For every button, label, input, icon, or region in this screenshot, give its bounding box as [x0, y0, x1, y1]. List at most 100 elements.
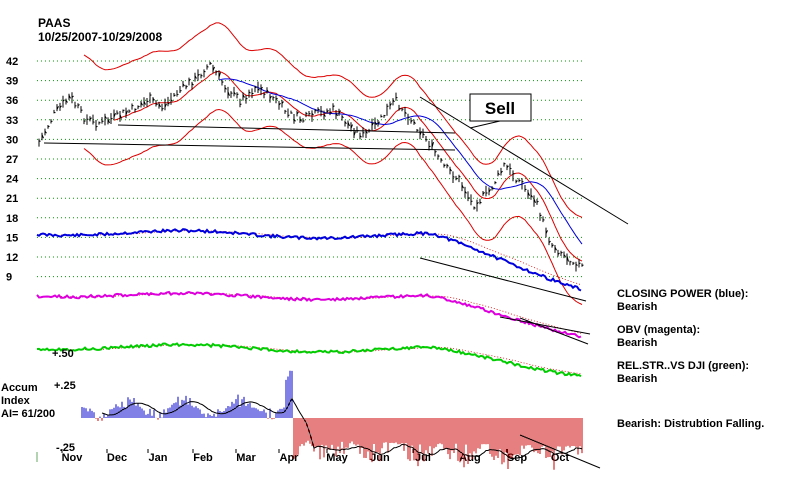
price-bar-tick — [548, 240, 551, 244]
price-bar-tick — [119, 114, 122, 119]
price-bar-tick — [467, 197, 470, 200]
obv-moving-average — [60, 292, 582, 334]
price-bar-tick — [452, 176, 455, 178]
price-bar-tick — [356, 129, 359, 132]
price-bar-tick — [530, 194, 533, 198]
price-bar-tick — [515, 180, 518, 183]
price-bar-tick — [170, 99, 173, 102]
accum-status: Bearish: Distrubtion Falling. — [617, 418, 765, 430]
price-bar-tick — [269, 95, 272, 99]
price-bar-tick — [152, 98, 155, 101]
price-bar-tick — [392, 99, 395, 103]
price-bar-tick — [338, 110, 341, 114]
price-bar-tick — [476, 202, 479, 205]
price-bar-tick — [68, 95, 71, 99]
y-tick-label: 12 — [6, 252, 18, 264]
price-bar-tick — [62, 99, 65, 102]
price-bar-tick — [65, 100, 68, 103]
obv-status: Bearish — [617, 337, 658, 349]
price-bar-tick — [110, 117, 113, 120]
price-bar-tick — [344, 121, 347, 124]
price-bar-tick — [281, 101, 284, 104]
price-bar-tick — [104, 115, 107, 119]
price-bar-tick — [191, 83, 194, 86]
price-bar-tick — [329, 111, 332, 114]
price-bar-tick — [455, 177, 458, 180]
price-bar-tick — [242, 94, 245, 98]
price-bar-tick — [236, 93, 239, 96]
price-bar-tick — [560, 251, 563, 254]
price-bar-tick — [161, 107, 164, 110]
price-bar-tick — [296, 111, 299, 115]
price-bar-tick — [107, 118, 110, 124]
accum-upper-level: +.25 — [54, 380, 76, 392]
price-bar-tick — [398, 107, 401, 110]
rel-str-level-label: +.50 — [52, 348, 74, 360]
x-tick-label: Jan — [149, 452, 168, 464]
y-tick-label: 33 — [6, 115, 18, 127]
price-bar-tick — [389, 103, 392, 107]
price-bar-tick — [71, 95, 74, 98]
price-bar-tick — [179, 90, 182, 92]
price-bar-tick — [194, 75, 197, 79]
x-tick-label: May — [326, 452, 348, 464]
price-bar-tick — [527, 191, 530, 196]
rel-str-line — [36, 342, 582, 378]
price-bar-tick — [317, 108, 320, 111]
price-bar-tick — [227, 91, 230, 96]
price-bar-tick — [47, 125, 50, 128]
price-bar-tick — [59, 105, 62, 108]
price-bar-tick — [488, 189, 491, 193]
price-bar-tick — [230, 92, 233, 94]
price-bar-tick — [413, 121, 416, 124]
price-bar-tick — [464, 191, 467, 194]
closing-power-title: CLOSING POWER (blue): — [617, 288, 749, 300]
accum-index-bars — [81, 370, 583, 470]
price-bar-tick — [494, 181, 497, 184]
price-bar-tick — [299, 118, 302, 122]
price-bar-tick — [545, 230, 548, 234]
price-bar-tick — [332, 105, 335, 108]
downtrend-line — [419, 96, 629, 225]
price-bar-tick — [224, 87, 227, 90]
x-axis-ticks: Nov Dec Jan Feb Mar Apr May Jun Jul Aug Sep Oct — [61, 449, 570, 464]
x-tick-label: Nov — [62, 452, 84, 464]
price-bar-tick — [422, 133, 425, 136]
sell-pointer-line — [469, 120, 501, 129]
price-bar-tick — [461, 184, 464, 189]
sell-annotation-label: Sell — [485, 99, 515, 118]
x-tick-label: Mar — [236, 452, 256, 464]
sell-annotation-box — [469, 93, 532, 122]
price-bar-tick — [41, 134, 44, 139]
x-tick-label: Feb — [193, 452, 213, 464]
price-bar-tick — [347, 122, 350, 127]
obv-trendline — [499, 316, 591, 335]
price-bar-tick — [44, 130, 47, 134]
price-bar-tick — [377, 121, 380, 125]
y-tick-label: 27 — [6, 154, 18, 166]
y-tick-label: 15 — [6, 232, 18, 244]
rel-str-moving-average — [60, 344, 582, 375]
chart-date-range: 10/25/2007-10/29/2008 — [38, 30, 163, 44]
obv-line — [36, 290, 582, 339]
y-tick-label: 21 — [6, 193, 18, 205]
price-bar-tick — [305, 112, 308, 115]
price-bar-tick — [563, 254, 566, 257]
price-bar-tick — [311, 112, 314, 116]
price-bar-tick — [431, 141, 434, 148]
support-trendline-lower — [43, 142, 456, 151]
price-bar-tick — [326, 110, 329, 113]
price-bar-tick — [500, 170, 503, 174]
y-tick-label: 24 — [6, 174, 19, 186]
accum-label-line1: Accum — [1, 382, 38, 394]
price-bar-tick — [557, 252, 560, 255]
accum-lower-level: -.25 — [56, 442, 75, 454]
price-bar-tick — [536, 200, 539, 203]
price-bar-tick — [404, 111, 407, 114]
rel-str-title: REL.STR..VS DJI (green): — [617, 360, 750, 372]
price-bar-tick — [218, 72, 221, 78]
price-bar-tick — [428, 145, 431, 148]
support-trendline-upper — [117, 124, 456, 134]
accum-label-line3: AI= 61/200 — [1, 408, 55, 420]
obv-title: OBV (magenta): — [617, 324, 701, 336]
